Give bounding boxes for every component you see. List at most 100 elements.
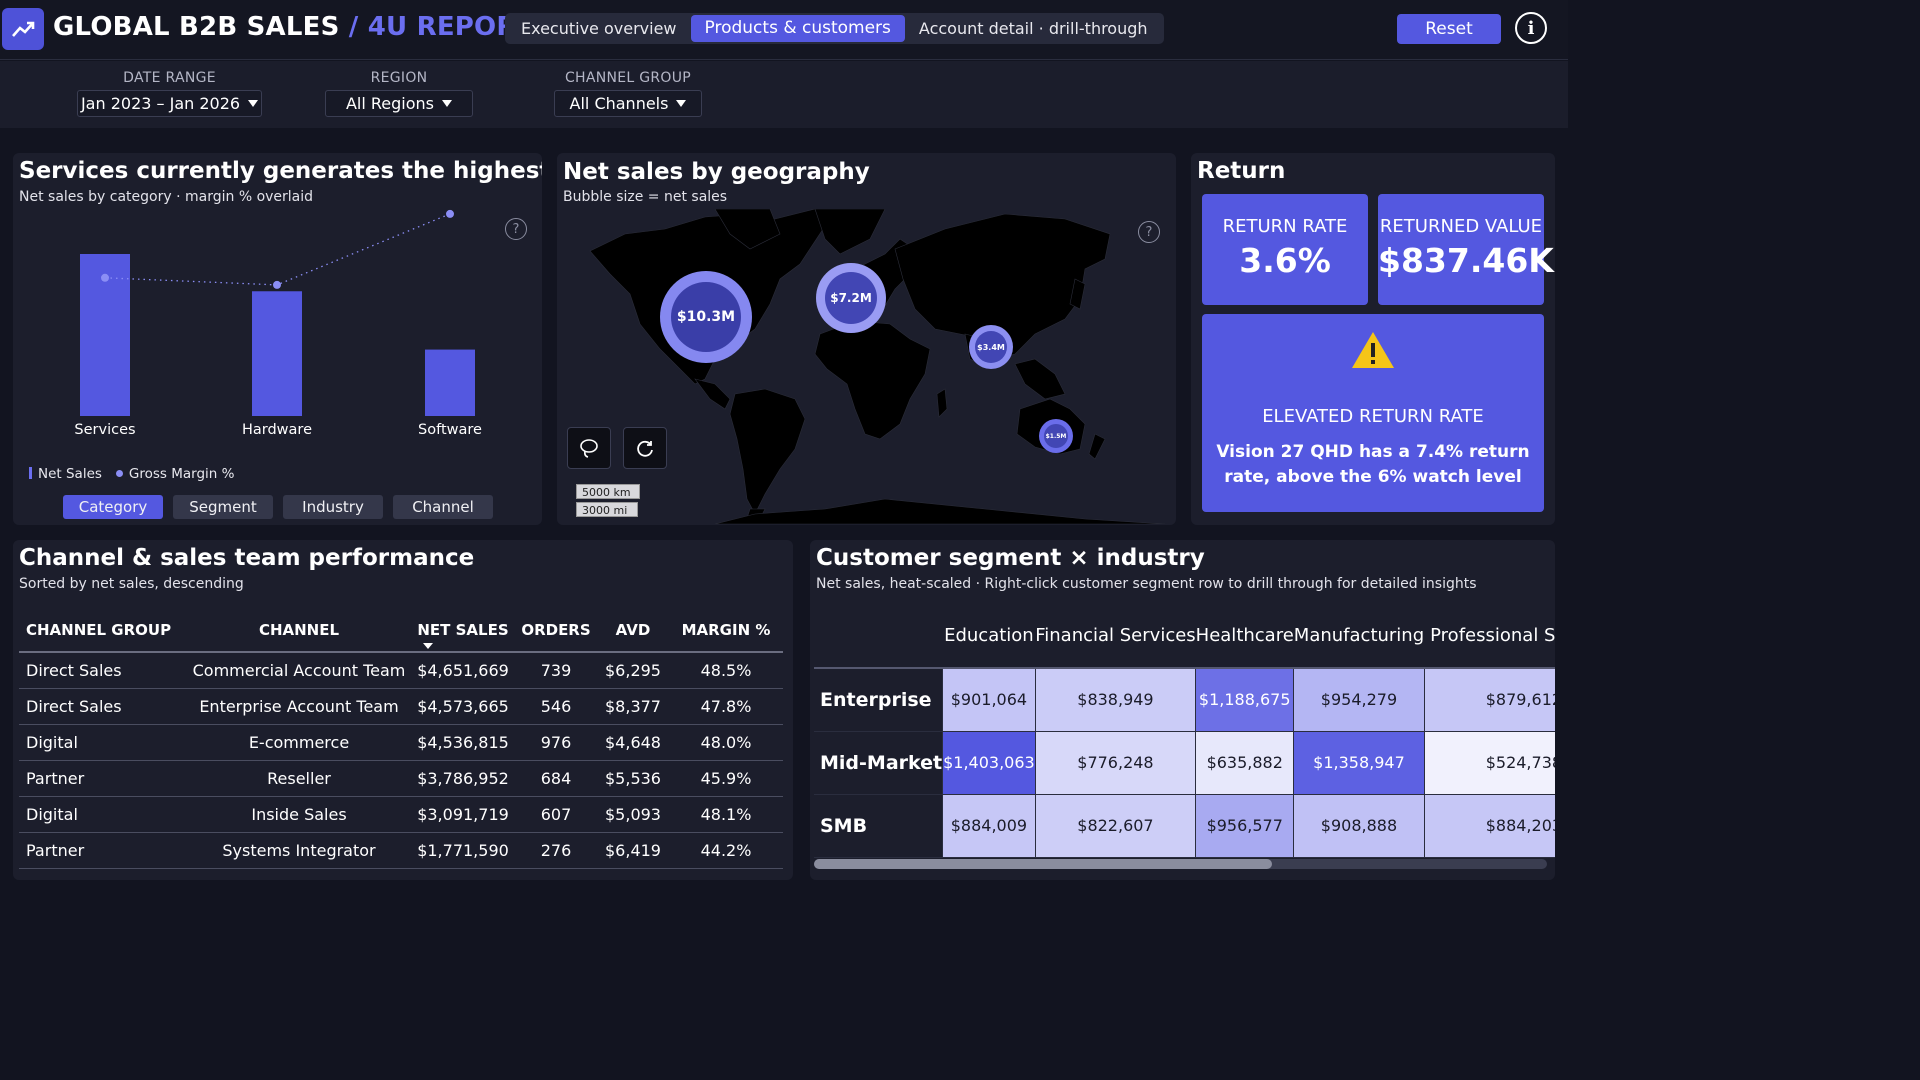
col-orders[interactable]: ORDERS [515,608,597,653]
col-financial-services: Financial Services [1035,604,1196,669]
table-cell: Digital [19,724,187,761]
category-panel-title: Services currently generates the highest… [19,158,542,184]
col-channel-group[interactable]: CHANNEL GROUP [19,608,187,653]
chevron-down-icon [676,100,687,107]
table-cell: E-commerce [187,724,411,761]
heatmap-cell[interactable]: $635,882 [1195,731,1295,795]
table-cell: Inside Sales [187,796,411,833]
lasso-icon[interactable] [567,427,611,469]
table-cell: $3,091,719 [411,796,515,833]
alert-title: ELEVATED RETURN RATE [1262,406,1484,427]
heatmap-cell[interactable]: $884,009 [942,794,1036,858]
reset-button[interactable]: Reset [1397,14,1501,44]
table-cell: $6,295 [597,652,669,689]
heatmap-cell[interactable]: $776,248 [1035,731,1197,795]
heatmap-cell[interactable]: $1,358,947 [1293,731,1425,795]
return-alert-card: ELEVATED RETURN RATE Vision 27 QHD has a… [1202,314,1544,512]
heatmap-row[interactable]: SMB $884,009 $822,607 $956,577 $908,888 $884,… [814,794,1555,858]
bubble-asia[interactable]: $3.4M [969,325,1013,369]
heatmap-cell[interactable]: $879,612 [1424,668,1555,732]
col-channel[interactable]: CHANNEL [187,608,411,653]
tab-products-customers[interactable]: Products & customers [690,15,905,42]
refresh-icon[interactable] [623,427,667,469]
table-cell: 607 [515,796,597,833]
tab-category[interactable]: Category [63,495,163,519]
table-cell: Commercial Account Team [187,652,411,689]
heatmap-header-row: Education Financial Services Healthcare … [814,604,1555,669]
tab-segment[interactable]: Segment [173,495,273,519]
margin-point [446,209,454,218]
table-cell: $6,419 [597,832,669,869]
filter-bar: DATE RANGE Jan 2023 – Jan 2026 REGION Al… [0,61,1568,128]
app-title: GLOBAL B2B SALES / 4U REPORT [53,12,533,42]
trend-up-icon [2,8,44,50]
bar-hardware[interactable] [252,291,302,416]
heatmap-row-label[interactable]: SMB [814,794,944,858]
top-bar: GLOBAL B2B SALES / 4U REPORT Executive o… [0,0,1568,60]
region-label: REGION [370,70,428,86]
heatmap-cell[interactable]: $822,607 [1035,794,1197,858]
table-cell: $4,573,665 [411,688,515,725]
table-row[interactable]: Partner Reseller $3,786,952 684 $5,536 45.9% [19,760,783,797]
segment-panel-subtitle: Net sales, heat-scaled · Right-click cus… [816,576,1477,592]
table-cell: 47.8% [669,688,783,725]
region-select[interactable]: All Regions [325,90,473,117]
bubble-oceania[interactable]: $1.5M [1039,419,1073,453]
table-cell: Direct Sales [19,688,187,725]
table-cell: 976 [515,724,597,761]
table-row[interactable]: Direct Sales Commercial Account Team $4,65… [19,652,783,689]
table-row[interactable]: Direct Sales Enterprise Account Team $4,57… [19,688,783,725]
world-map[interactable]: $10.3M $7.2M $3.4M $1.5M 5000 km 3000 mi [565,209,1165,524]
margin-point [101,273,109,282]
heatmap-row-label[interactable]: Mid-Market [814,731,944,795]
category-bar-chart: Services Hardware Software [74,209,482,438]
date-range-value: Jan 2023 – Jan 2026 [80,94,241,113]
scrollbar-thumb[interactable] [814,859,1272,869]
table-cell: Systems Integrator [187,832,411,869]
help-icon[interactable]: ? [505,218,527,240]
heatmap-cell[interactable]: $956,577 [1195,794,1295,858]
bar-software[interactable] [425,349,475,416]
table-cell: Enterprise Account Team [187,688,411,725]
heatmap-cell[interactable]: $838,949 [1035,668,1197,732]
table-cell: $1,771,590 [411,832,515,869]
heatmap-cell[interactable]: $901,064 [942,668,1036,732]
info-icon[interactable]: i [1515,12,1547,44]
help-icon[interactable]: ? [1138,221,1160,243]
legend-gross-margin: Gross Margin % [115,466,235,482]
col-margin[interactable]: MARGIN % [669,608,783,653]
heatmap-cell[interactable]: $884,203 [1424,794,1555,858]
heatmap-cell[interactable]: $1,403,063 [942,731,1036,795]
horizontal-scrollbar[interactable] [814,859,1547,869]
heatmap-cell[interactable]: $954,279 [1293,668,1425,732]
tab-channel[interactable]: Channel [393,495,493,519]
channel-panel-subtitle: Sorted by net sales, descending [19,576,244,592]
tab-executive-overview[interactable]: Executive overview [521,19,677,38]
heatmap-row-label[interactable]: Enterprise [814,668,944,732]
warning-icon [1350,330,1396,374]
heatmap-cell[interactable]: $1,188,675 [1195,668,1295,732]
sort-desc-icon [423,643,433,649]
legend-gross-margin-label: Gross Margin % [128,466,235,482]
x-tick-label: Hardware [242,422,312,438]
channel-group-select[interactable]: All Channels [554,90,702,117]
tab-industry[interactable]: Industry [283,495,383,519]
table-row[interactable]: Partner Systems Integrator $1,771,590 276 $6… [19,832,783,869]
col-avd[interactable]: AVD [597,608,669,653]
col-net-sales[interactable]: NET SALES [411,608,515,653]
date-range-select[interactable]: Jan 2023 – Jan 2026 [77,90,262,117]
heatmap-row[interactable]: Enterprise $901,064 $838,949 $1,188,675 $954… [814,668,1555,732]
tab-account-detail[interactable]: Account detail · drill-through [918,19,1148,38]
table-row[interactable]: Digital Inside Sales $3,091,719 607 $5,093 48… [19,796,783,833]
bubble-europe[interactable]: $7.2M [816,263,886,333]
heatmap-cell[interactable]: $908,888 [1293,794,1425,858]
table-cell: $8,377 [597,688,669,725]
bubble-north-america[interactable]: $10.3M [660,271,752,363]
segment-panel: Customer segment × industry Net sales, h… [810,540,1555,880]
world-map-shapes [589,209,1165,524]
legend-net-sales: Net Sales [29,466,102,482]
heatmap-cell[interactable]: $524,738 [1424,731,1555,795]
heatmap-row[interactable]: Mid-Market $1,403,063 $776,248 $635,882 $1,3… [814,731,1555,795]
col-education: Education [942,604,1036,669]
table-row[interactable]: Digital E-commerce $4,536,815 976 $4,648 48.0… [19,724,783,761]
